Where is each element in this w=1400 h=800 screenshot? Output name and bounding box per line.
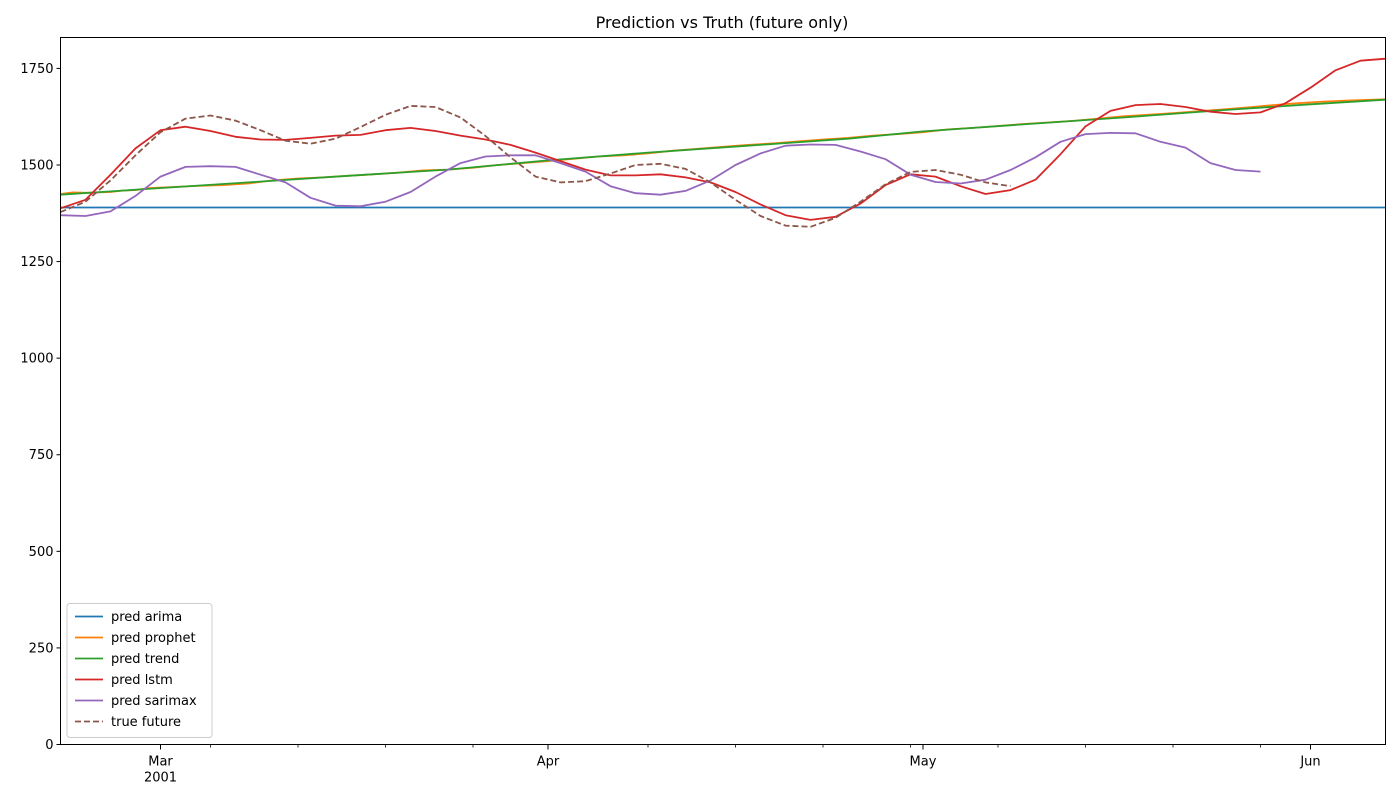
y-tick-label: 1000 (20, 352, 53, 367)
series-line-pred-trend (60, 98, 1386, 196)
x-tick-label: Jun (1299, 755, 1320, 770)
legend: pred arima pred prophet pred trend pred lst… (66, 603, 213, 738)
x-tick-label: Apr (537, 755, 560, 770)
legend-label: pred trend (111, 652, 179, 667)
x-tick-sublabel: 2001 (144, 771, 177, 786)
x-tick-label: Mar (148, 755, 173, 770)
x-tick-label: May (910, 755, 937, 770)
y-tick-label: 1250 (20, 255, 53, 270)
legend-label: true future (111, 715, 181, 730)
legend-label: pred lstm (111, 673, 173, 688)
y-tick-label: 0 (45, 738, 53, 753)
y-tick-label: 1750 (20, 62, 53, 77)
legend-box (66, 603, 213, 738)
y-tick-label: 750 (29, 448, 54, 463)
y-tick-label: 500 (29, 545, 54, 560)
y-tick-label: 250 (29, 641, 54, 656)
series-line-true-future (60, 105, 1011, 228)
series-line-pred-lstm (60, 57, 1386, 221)
y-tick-label: 1500 (20, 158, 53, 173)
legend-label: pred prophet (111, 631, 196, 646)
plot-frame (60, 37, 1386, 745)
y-axis: 0 250 500 750 1000 1250 1500 1750 (20, 62, 61, 753)
legend-label: pred sarimax (111, 694, 197, 709)
legend-label: pred arima (111, 610, 182, 625)
series-line-pred-sarimax (60, 131, 1261, 217)
chart-title: Prediction vs Truth (future only) (596, 13, 849, 32)
series-layer (60, 57, 1386, 228)
